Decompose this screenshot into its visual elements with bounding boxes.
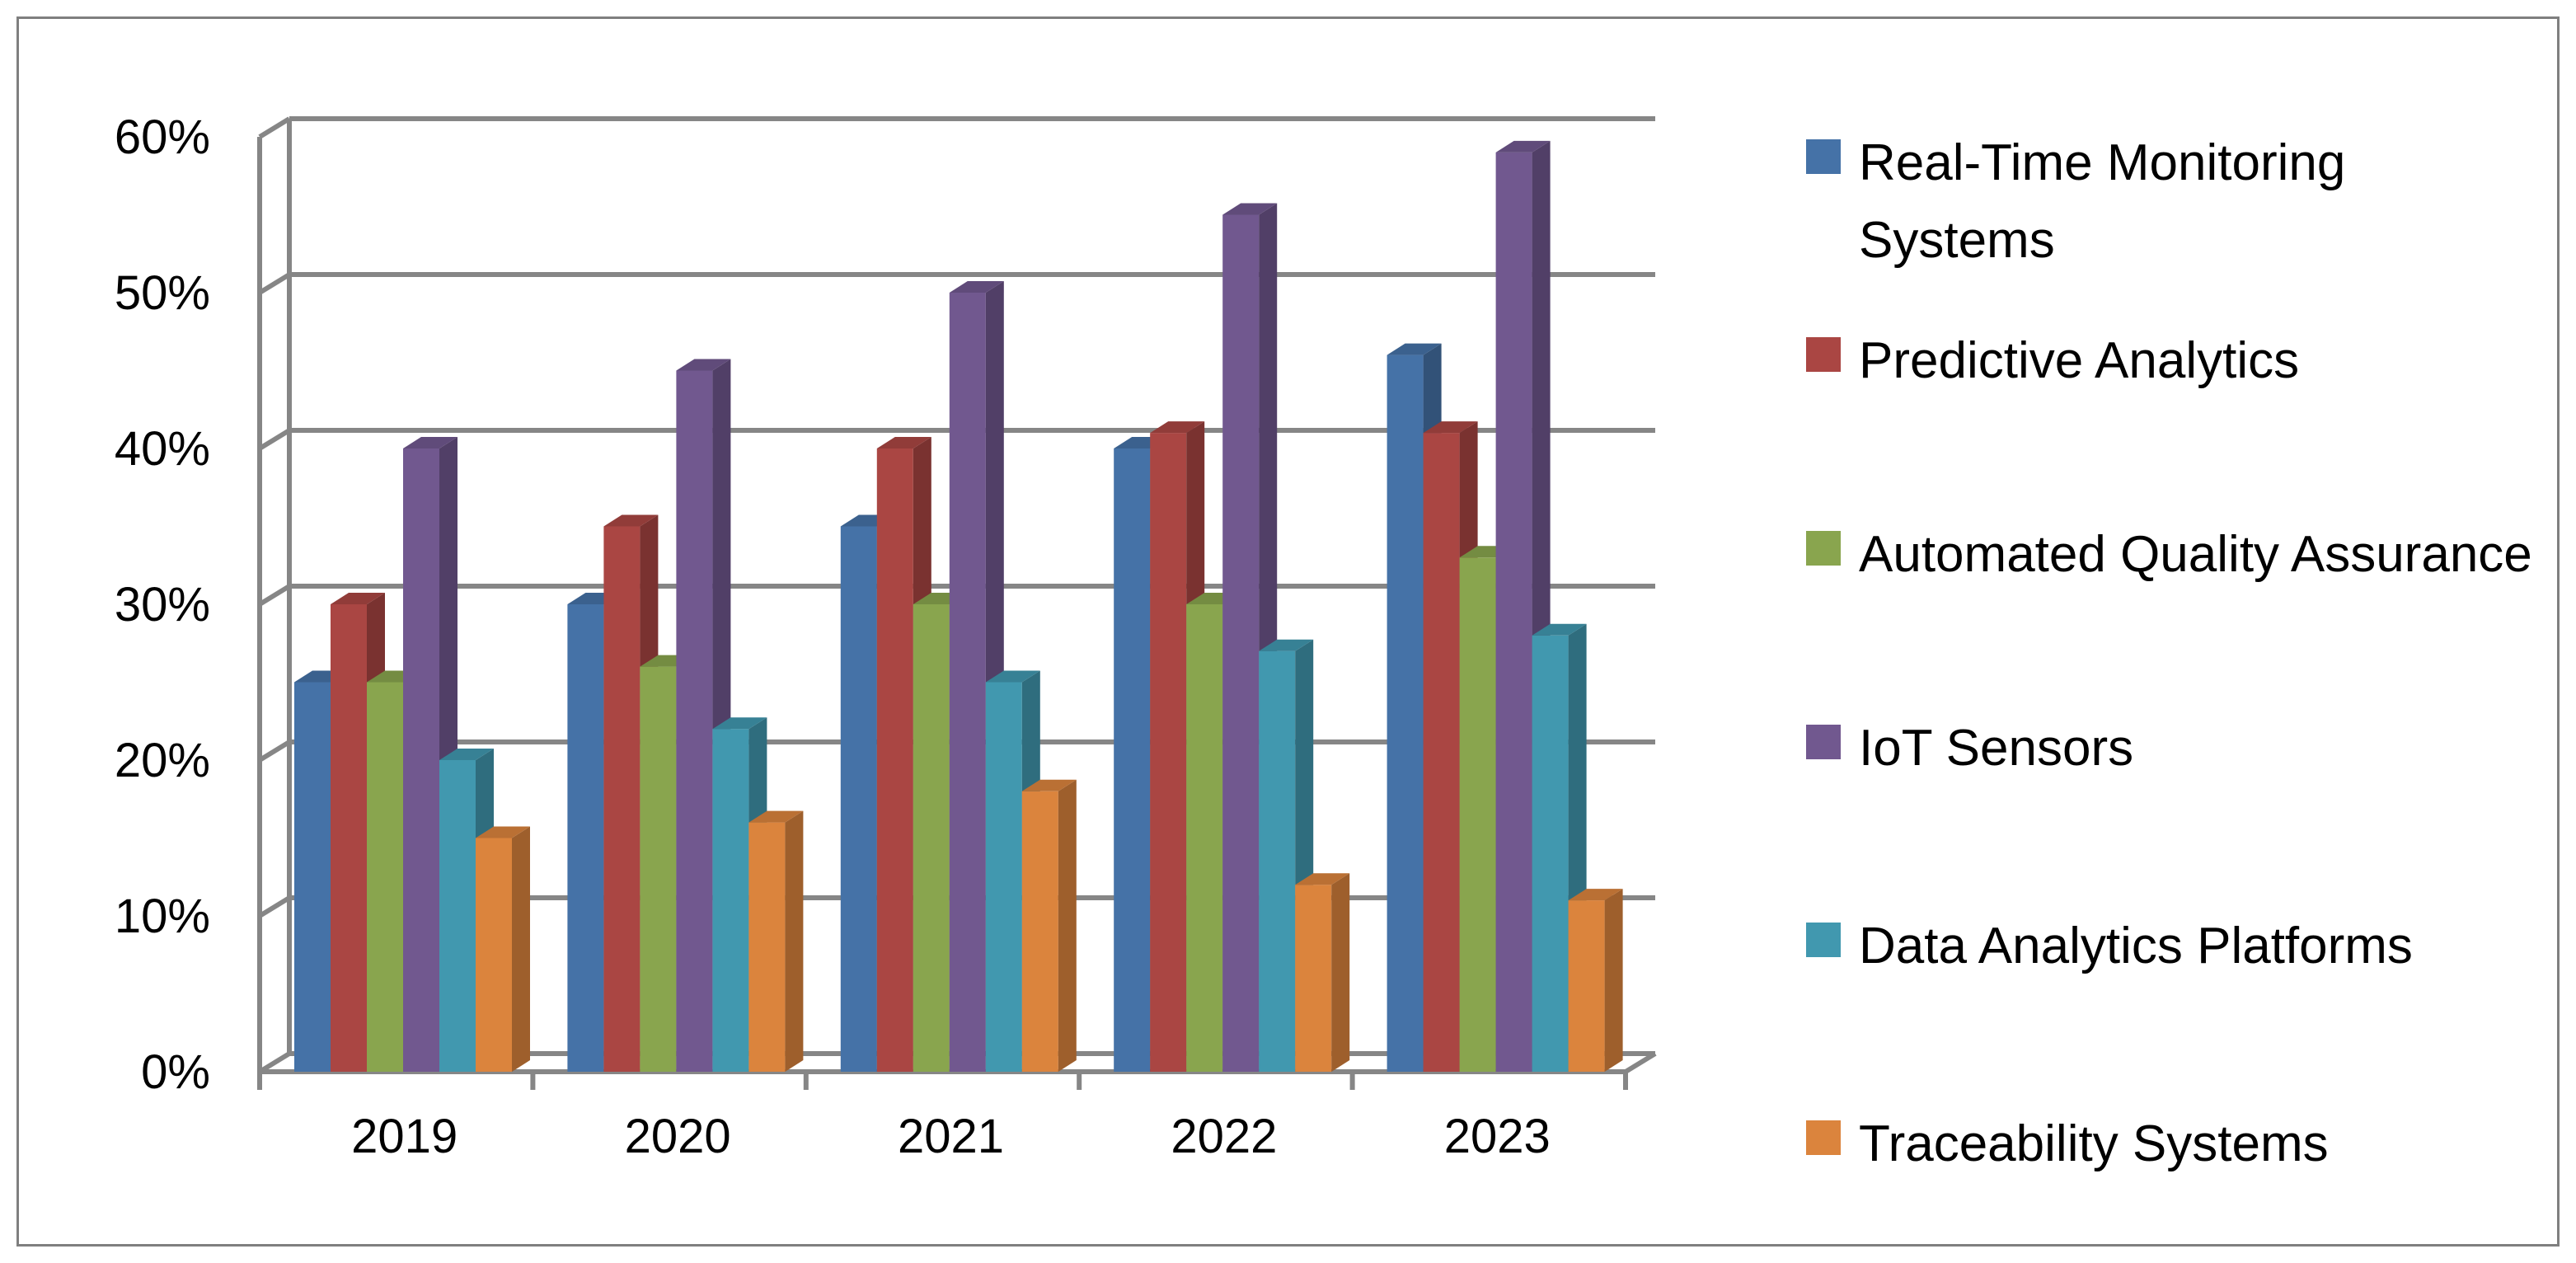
x-tick-label: 2021 — [898, 1110, 1004, 1163]
legend-label: Real-Time Monitoring Systems — [1859, 134, 2346, 269]
bar-top — [949, 281, 1004, 293]
legend-item: Data Analytics Platforms — [1806, 908, 2551, 985]
bar — [1532, 635, 1569, 1072]
bar-top — [1387, 343, 1442, 355]
gridline-side — [258, 428, 291, 451]
bar — [294, 682, 331, 1072]
bar — [1222, 214, 1260, 1072]
y-tick-label: 60% — [115, 110, 210, 164]
chart-legend: Real-Time Monitoring Systems Predictive A… — [1806, 124, 2548, 1196]
bar-side — [1331, 873, 1350, 1072]
gridline-side — [258, 739, 291, 763]
legend-label: Data Analytics Platforms — [1859, 918, 2413, 974]
legend-swatch — [1806, 1120, 1841, 1155]
legend-swatch — [1806, 337, 1841, 372]
bar — [367, 682, 403, 1072]
bar — [1259, 650, 1296, 1072]
bar-top — [331, 593, 385, 604]
bar-side — [1604, 889, 1623, 1072]
bar-top — [403, 437, 457, 448]
gridline-side — [258, 584, 291, 607]
bar-top — [1532, 623, 1587, 636]
y-tick-label: 10% — [115, 890, 210, 943]
y-tick-label: 30% — [115, 578, 210, 632]
bar — [567, 604, 604, 1072]
y-tick-label: 0% — [141, 1045, 210, 1099]
bar-top — [1259, 639, 1314, 651]
y-tick-label: 20% — [115, 734, 210, 787]
legend-item: Real-Time Monitoring Systems — [1806, 124, 2551, 279]
bar-top — [985, 670, 1040, 683]
y-tick-label: 40% — [115, 422, 210, 476]
legend-label: Automated Quality Assurance — [1859, 526, 2532, 583]
legend-swatch — [1806, 923, 1841, 957]
bar — [1459, 557, 1496, 1072]
bar — [603, 526, 640, 1072]
bar — [1186, 604, 1223, 1072]
bar — [876, 448, 913, 1072]
legend-label: IoT Sensors — [1859, 720, 2134, 777]
bar-top — [712, 717, 767, 730]
bar-side — [512, 826, 530, 1072]
chart-frame: 0% 10% 20% 30% 40% 50% 60% 2019 2020 2021 2022 2023… — [16, 16, 2560, 1247]
legend-item: Predictive Analytics — [1806, 322, 2551, 400]
bar — [331, 604, 367, 1072]
legend-label: Traceability Systems — [1859, 1115, 2329, 1172]
x-tick-label: 2020 — [625, 1110, 731, 1163]
bar-top — [476, 826, 530, 838]
bar — [949, 293, 986, 1072]
bar-side — [785, 810, 804, 1072]
bar-top — [876, 437, 931, 448]
gridline-side — [258, 1051, 291, 1074]
bar — [1387, 354, 1424, 1073]
bar — [1021, 791, 1058, 1072]
x-tick-label: 2022 — [1171, 1110, 1277, 1163]
bar — [748, 822, 786, 1072]
bar — [439, 760, 476, 1072]
gridline-side — [258, 272, 291, 295]
x-axis-side-line — [1624, 1051, 1657, 1074]
gridline-side — [258, 116, 291, 139]
bar — [1568, 900, 1605, 1072]
y-tick-label: 50% — [115, 266, 210, 320]
legend-item: Traceability Systems — [1806, 1106, 2551, 1183]
bar-top — [603, 514, 659, 527]
bar — [1150, 433, 1187, 1072]
legend-swatch — [1806, 139, 1841, 174]
x-tick-label: 2023 — [1444, 1110, 1551, 1163]
bar — [403, 448, 439, 1072]
bar-top — [439, 749, 494, 760]
bar-top — [1495, 140, 1551, 153]
bar-side — [1058, 779, 1077, 1072]
bar-top — [748, 810, 804, 823]
x-tick-label: 2019 — [351, 1110, 457, 1163]
legend-label: Predictive Analytics — [1859, 332, 2300, 389]
bar — [1495, 152, 1532, 1072]
bar — [640, 666, 677, 1072]
bar — [676, 370, 713, 1072]
bar-top — [1222, 203, 1278, 215]
bar — [712, 729, 749, 1072]
bar-top — [1021, 779, 1077, 791]
legend-swatch — [1806, 531, 1841, 566]
legend-swatch — [1806, 725, 1841, 759]
bar — [1423, 433, 1460, 1072]
bar — [1114, 448, 1151, 1072]
bar-top — [1295, 873, 1350, 885]
bar — [476, 838, 512, 1072]
gridline-side — [258, 895, 291, 918]
bar — [1295, 885, 1332, 1072]
bar — [985, 682, 1022, 1072]
chart-plot: 0% 10% 20% 30% 40% 50% 60% 2019 2020 2021 2022 2023 — [115, 110, 1657, 1163]
bar — [840, 526, 877, 1072]
legend-item: Automated Quality Assurance — [1806, 516, 2551, 594]
bar-top — [676, 359, 731, 371]
bar — [913, 604, 950, 1072]
legend-item: IoT Sensors — [1806, 710, 2551, 787]
bar-top — [1568, 889, 1623, 901]
